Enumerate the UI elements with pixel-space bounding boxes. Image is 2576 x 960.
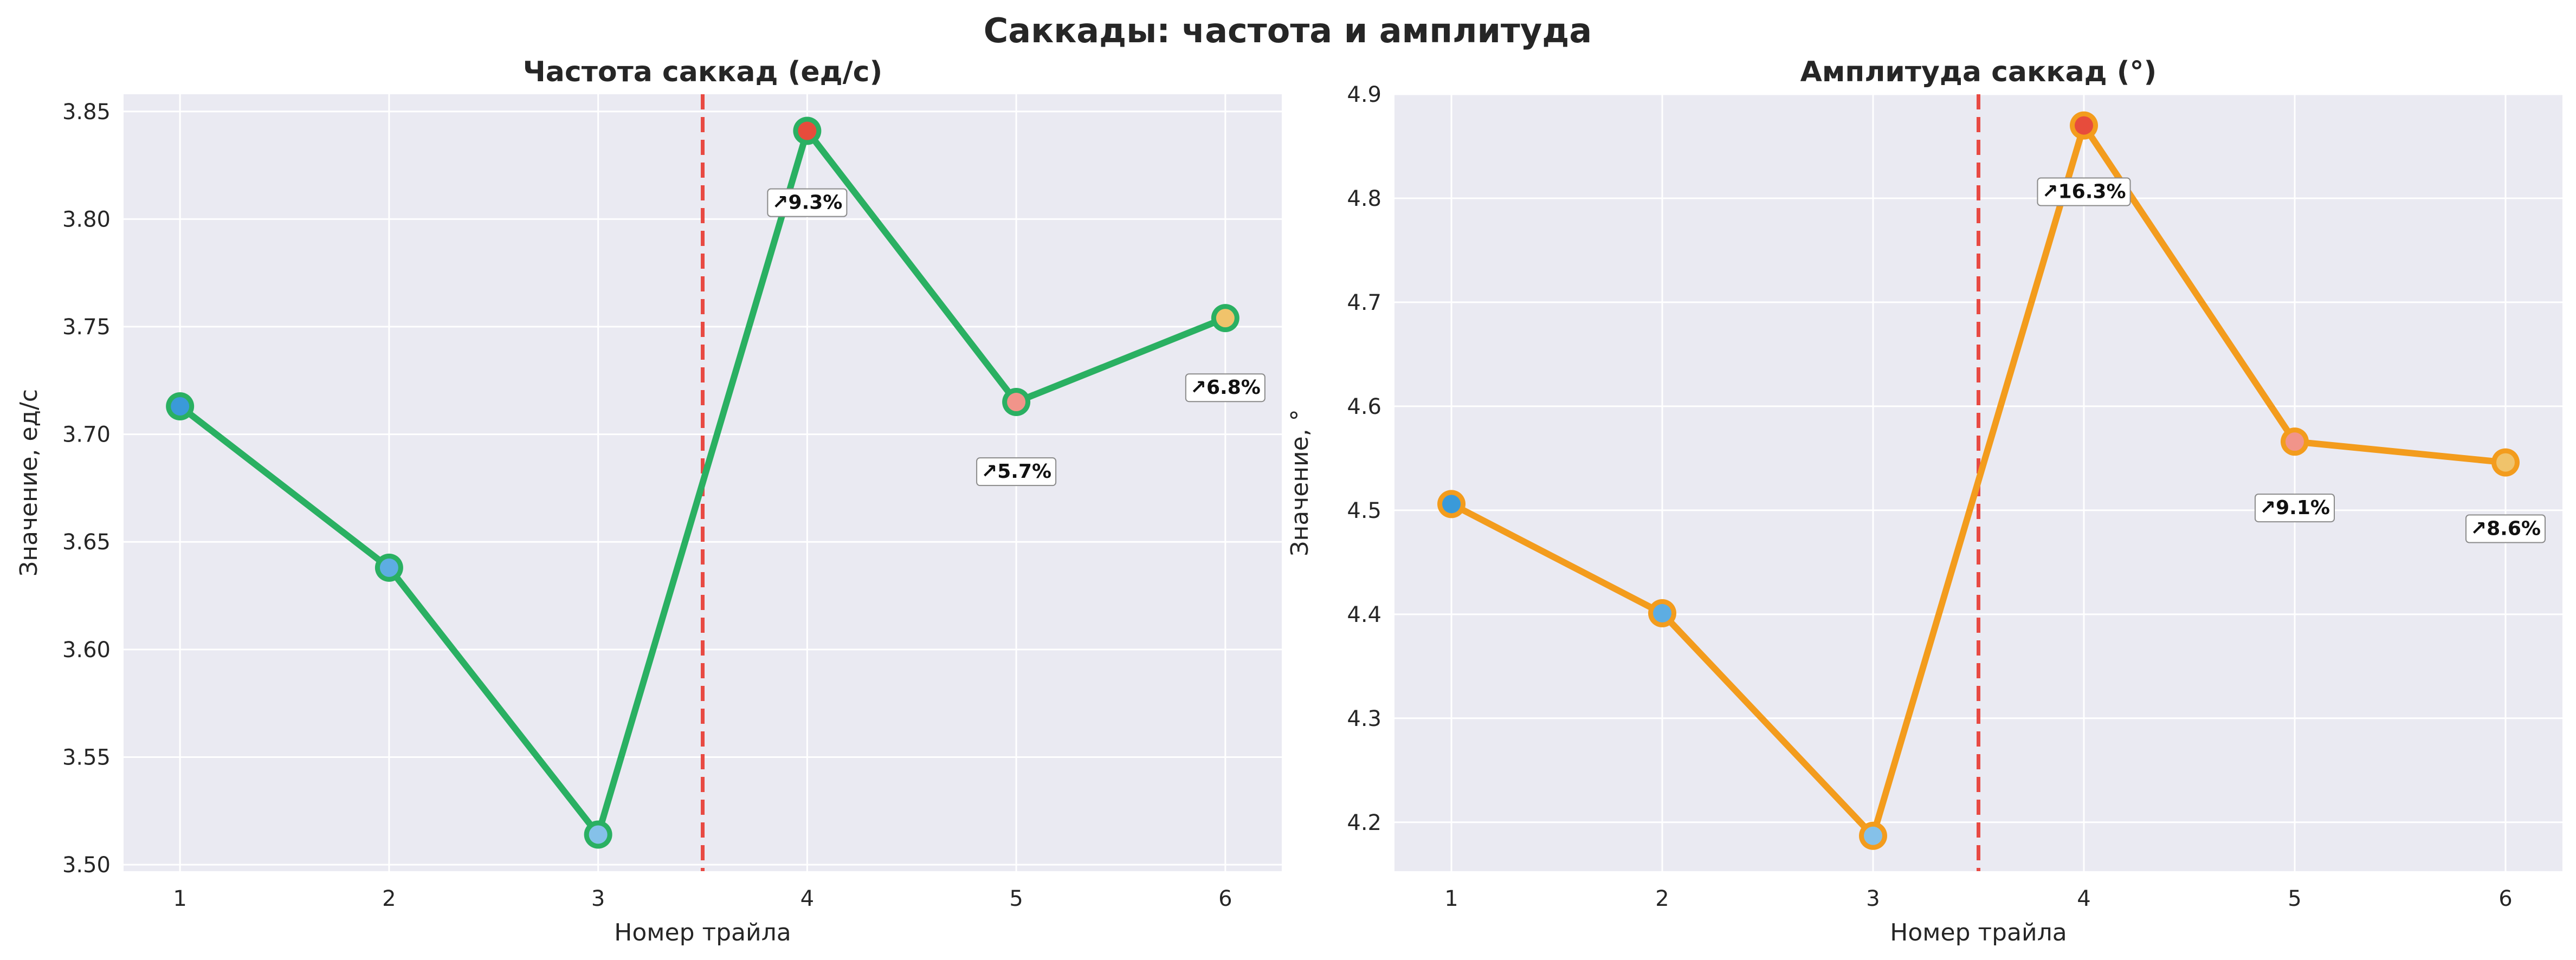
percent-change-annotation: ↗9.1% <box>2254 494 2335 523</box>
data-point-fill <box>1007 393 1026 412</box>
annotation-label: ↗16.3% <box>2042 181 2126 203</box>
y-tick-label: 3.80 <box>62 207 111 232</box>
x-tick-label: 3 <box>1866 886 1880 911</box>
y-tick-label: 3.50 <box>62 853 111 878</box>
y-tick-label: 3.60 <box>62 638 111 663</box>
y-tick-label: 4.2 <box>1347 810 1381 835</box>
y-tick-label: 4.9 <box>1347 82 1381 107</box>
x-tick-label: 6 <box>1218 886 1232 911</box>
chart-panel-amplitude: ↗16.3% ↗9.1% ↗8.6% Амплитуда саккад (°) Но… <box>1286 56 2562 946</box>
y-tick-label: 3.70 <box>62 423 111 447</box>
data-point-fill <box>171 397 190 416</box>
percent-change-annotation: ↗5.7% <box>976 457 1057 487</box>
plot-area: ↗9.3% ↗5.7% ↗6.8% <box>166 94 1266 871</box>
percent-change-annotation: ↗8.6% <box>2465 514 2546 543</box>
annotation-label: ↗9.1% <box>2259 497 2330 519</box>
x-tick-label: 4 <box>2077 886 2090 911</box>
annotation-box <box>1185 373 1266 403</box>
plot-area: ↗16.3% ↗9.1% ↗8.6% <box>1437 94 2546 871</box>
annotation-label: ↗6.8% <box>1190 377 1261 399</box>
data-point-fill <box>2074 116 2093 135</box>
annotation-box <box>2037 177 2131 206</box>
annotation-box <box>976 457 1057 487</box>
y-tick-label: 4.5 <box>1347 498 1381 523</box>
x-tick-label: 5 <box>1009 886 1023 911</box>
annotation-label: ↗5.7% <box>981 460 1051 483</box>
x-tick-label: 2 <box>1655 886 1669 911</box>
y-tick-label: 4.7 <box>1347 290 1381 315</box>
data-point-fill <box>1442 495 1461 514</box>
x-axis-label: Номер трайла <box>614 919 791 946</box>
data-point-fill <box>589 825 608 844</box>
annotation-label: ↗9.3% <box>772 192 842 214</box>
x-tick-label: 4 <box>800 886 814 911</box>
x-tick-label: 1 <box>1444 886 1458 911</box>
data-point-fill <box>2285 432 2304 451</box>
percent-change-annotation: ↗9.3% <box>767 188 848 217</box>
x-axis-label: Номер трайла <box>1890 919 2067 946</box>
y-tick-label: 4.4 <box>1347 602 1381 627</box>
chart-panel-frequency: ↗9.3% ↗5.7% ↗6.8% Частота саккад (ед/с) Но… <box>15 56 1282 946</box>
y-tick-label: 3.75 <box>62 315 111 340</box>
y-axis-label: Значение, ед/с <box>15 389 43 576</box>
data-point-fill <box>1216 309 1235 328</box>
data-point-fill <box>2496 453 2515 472</box>
annotation-box <box>2465 514 2546 543</box>
figure-suptitle: Саккады: частота и амплитуда <box>984 11 1592 50</box>
annotation-box <box>2254 494 2335 523</box>
x-tick-label: 1 <box>173 886 186 911</box>
y-axis-label: Значение, ° <box>1286 409 1314 556</box>
y-tick-label: 3.85 <box>62 100 111 125</box>
chart-title: Частота саккад (ед/с) <box>523 56 882 88</box>
x-tick-label: 6 <box>2498 886 2512 911</box>
data-point-fill <box>798 121 817 140</box>
annotation-label: ↗8.6% <box>2470 518 2541 540</box>
x-tick-label: 5 <box>2288 886 2301 911</box>
data-point-fill <box>1864 826 1883 845</box>
data-point-fill <box>1653 604 1672 622</box>
x-tick-label: 3 <box>591 886 605 911</box>
annotation-box <box>767 188 848 217</box>
chart-title: Амплитуда саккад (°) <box>1800 56 2157 88</box>
y-tick-label: 4.3 <box>1347 706 1381 731</box>
y-tick-label: 3.65 <box>62 530 111 555</box>
percent-change-annotation: ↗16.3% <box>2037 177 2131 206</box>
series-line <box>1448 122 2509 839</box>
percent-change-annotation: ↗6.8% <box>1185 373 1266 403</box>
y-tick-label: 4.8 <box>1347 186 1381 211</box>
y-tick-label: 3.55 <box>62 745 111 770</box>
y-tick-label: 4.6 <box>1347 394 1381 419</box>
x-tick-label: 2 <box>382 886 396 911</box>
data-point-fill <box>379 558 398 577</box>
series-line <box>177 127 1229 838</box>
